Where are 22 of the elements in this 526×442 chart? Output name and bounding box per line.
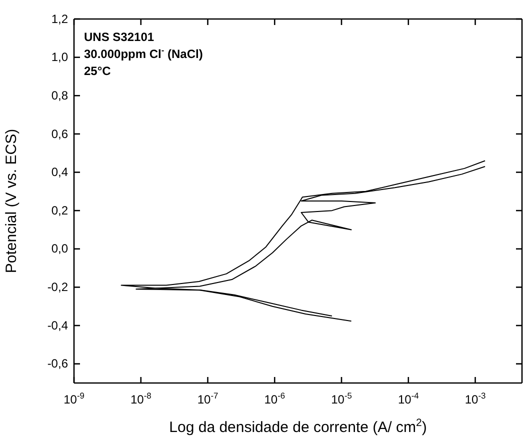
annotation: 30.000ppm Cl$^{-}$ (NaCl) bbox=[84, 45, 203, 61]
y-tick-label: 0,6 bbox=[51, 126, 68, 141]
y-tick-label: 1,0 bbox=[51, 50, 68, 64]
x-tick-label: 10$^{-4}$ bbox=[398, 390, 420, 407]
x-tick-label: 10$^{-3}$ bbox=[464, 390, 486, 407]
x-axis-title: Log da densidade de corrente (A/ cm$^{2}$) bbox=[169, 417, 427, 436]
y-tick-label: -0,2 bbox=[47, 280, 68, 294]
y-tick-label: 1,2 bbox=[51, 12, 68, 26]
y-axis-title: Potencial (V vs. ECS) bbox=[3, 128, 20, 274]
y-tick-label: 0,4 bbox=[51, 165, 68, 180]
x-tick-label: 10$^{-5}$ bbox=[331, 390, 352, 407]
y-tick-label: 0,8 bbox=[51, 88, 68, 102]
y-tick-label: 0,2 bbox=[51, 203, 68, 218]
y-tick-label: -0,6 bbox=[47, 356, 68, 371]
y-tick-label: 0,0 bbox=[51, 242, 68, 256]
x-tick-label: 10$^{-6}$ bbox=[264, 390, 286, 407]
annotation: 25°C bbox=[84, 64, 112, 78]
x-tick-label: 10$^{-9}$ bbox=[64, 390, 85, 407]
y-tick-label: -0,4 bbox=[47, 318, 68, 332]
annotation: UNS S32101 bbox=[84, 30, 154, 44]
x-tick-label: 10$^{-7}$ bbox=[197, 390, 218, 407]
x-tick-label: 10$^{-8}$ bbox=[130, 390, 152, 407]
